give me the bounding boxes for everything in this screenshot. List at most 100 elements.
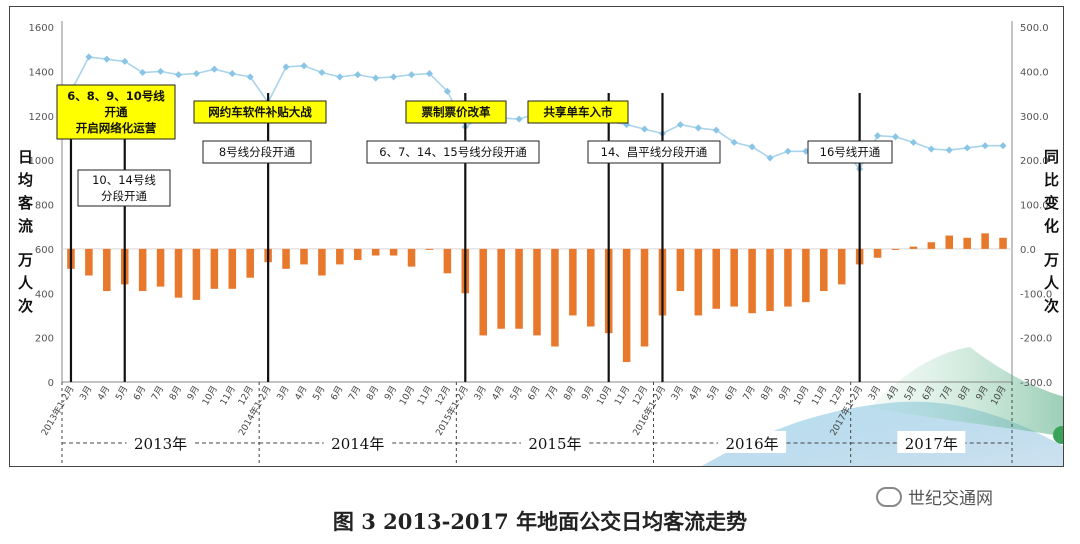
yoy-bar [551, 248, 559, 347]
yoy-bar [712, 248, 721, 309]
ridership-point [676, 121, 684, 129]
yoy-bar [640, 248, 649, 347]
ridership-point [246, 73, 254, 81]
yoy-bar [784, 248, 792, 307]
ridership-point [425, 70, 433, 78]
x-tick-label: 4月 [96, 384, 113, 402]
event-callout-yellow [56, 84, 176, 140]
x-tick-label: 2013年1-2月 [38, 384, 76, 438]
x-tick-label: 11月 [415, 384, 435, 407]
ridership-point [174, 71, 183, 79]
event-callout-white [202, 140, 312, 164]
event-callout-text: 10、14号线 [92, 173, 156, 187]
x-tick-label: 5月 [311, 384, 328, 402]
yoy-bar [210, 248, 219, 289]
x-tick-label: 7月 [346, 384, 363, 402]
yoy-bar [389, 248, 398, 256]
ridership-point [157, 67, 165, 75]
x-tick-label: 4月 [490, 384, 507, 402]
yoy-bar [927, 242, 936, 249]
y-left-axis-label-char: 流 [18, 217, 33, 235]
y-right-tick-label: 300.0 [1020, 112, 1049, 123]
yoy-bar [425, 248, 434, 250]
yoy-bar [963, 237, 971, 249]
x-tick-label: 2016年1-2月 [630, 384, 668, 438]
y-left-axis-label-char: 客 [17, 194, 34, 212]
y-left-axis-label-char: 万 [17, 251, 33, 269]
x-tick-label: 3月 [669, 384, 686, 402]
x-tick-label: 5月 [508, 384, 525, 402]
yoy-bar [820, 248, 828, 292]
year-label: 2015年 [528, 435, 581, 453]
ridership-point [945, 146, 953, 154]
y-right-tick-label: 100.0 [1020, 201, 1049, 212]
yoy-bar [300, 248, 308, 265]
ridership-point [515, 115, 523, 123]
x-tick-label: 6月 [131, 384, 148, 402]
event-callout-white [366, 140, 540, 164]
ridership-point [300, 62, 308, 70]
x-tick-label: 7月 [544, 384, 561, 402]
x-tick-label: 5月 [705, 384, 722, 402]
y-right-tick-label: 0.0 [1020, 245, 1036, 256]
yoy-bar [407, 248, 416, 267]
year-label: 2014年 [331, 435, 384, 453]
watermark: 世纪交通网 [876, 484, 993, 509]
event-callout-white [807, 140, 893, 164]
x-tick-label: 3月 [472, 384, 489, 402]
ridership-point [999, 142, 1007, 150]
ridership-point [354, 71, 362, 79]
y-right-axis-label-char: 人 [1044, 274, 1060, 292]
yoy-bar [622, 248, 631, 363]
ridership-point [874, 132, 882, 140]
year-label-bg [897, 431, 966, 453]
year-label-bg [520, 431, 589, 453]
yoy-bar [587, 248, 595, 327]
yoy-bar [730, 248, 738, 307]
chart-frame: 0 200 400 600 800 1000 1200 1400 1600 -300.0 -200.… [9, 6, 1064, 467]
yoy-bar [174, 248, 183, 298]
ridership-point [766, 154, 774, 162]
x-tick-label: 7月 [741, 384, 758, 402]
ridership-point [712, 126, 720, 134]
yoy-bar [353, 248, 362, 260]
ridership-point [641, 125, 649, 133]
event-callout-text: 网约车软件补贴大战 [208, 105, 312, 119]
yoy-bar [371, 248, 380, 256]
yoy-bar [282, 248, 290, 269]
y-right-tick-label: -100.0 [1020, 289, 1052, 300]
yoy-bar [103, 248, 111, 292]
event-callout-text: 开通 [105, 105, 128, 119]
y-right-tick-label: -200.0 [1020, 334, 1052, 345]
y-right-axis-label-char: 化 [1044, 217, 1059, 235]
yoy-bar [837, 248, 846, 285]
year-label-bg [718, 431, 787, 453]
x-tick-label: 9月 [579, 384, 596, 402]
yoy-bar [766, 248, 774, 311]
yoy-bar [192, 248, 201, 300]
yoy-bar [909, 246, 918, 249]
event-callout-white [77, 169, 171, 207]
y-left-tick-label: 400 [35, 289, 54, 300]
yoy-bar [694, 248, 703, 316]
ridership-point [730, 138, 738, 146]
x-tick-label: 10月 [595, 384, 615, 407]
x-tick-label: 6月 [329, 384, 346, 402]
yoy-bar [533, 248, 541, 336]
x-tick-label: 9月 [777, 384, 794, 402]
x-tick-label: 9月 [382, 384, 399, 402]
event-callout-text: 票制票价改革 [422, 105, 491, 119]
y-left-axis-label-char: 均 [18, 171, 33, 189]
y-left-tick-label: 0 [48, 378, 54, 389]
yoy-bar [246, 248, 254, 278]
y-right-axis-label-char: 万 [1043, 251, 1059, 269]
event-callout-text: 开启网络化运营 [76, 121, 157, 135]
ridership-point [85, 53, 93, 61]
x-tick-label: 8月 [562, 384, 579, 402]
ridership-point [318, 68, 326, 77]
year-label: 2013年 [134, 435, 187, 453]
x-tick-label: 7月 [149, 384, 166, 402]
figure-caption: 图 3 2013-2017 年地面公交日均客流走势 [332, 509, 748, 534]
ridership-point [909, 138, 917, 146]
x-tick-label: 10月 [397, 384, 417, 407]
